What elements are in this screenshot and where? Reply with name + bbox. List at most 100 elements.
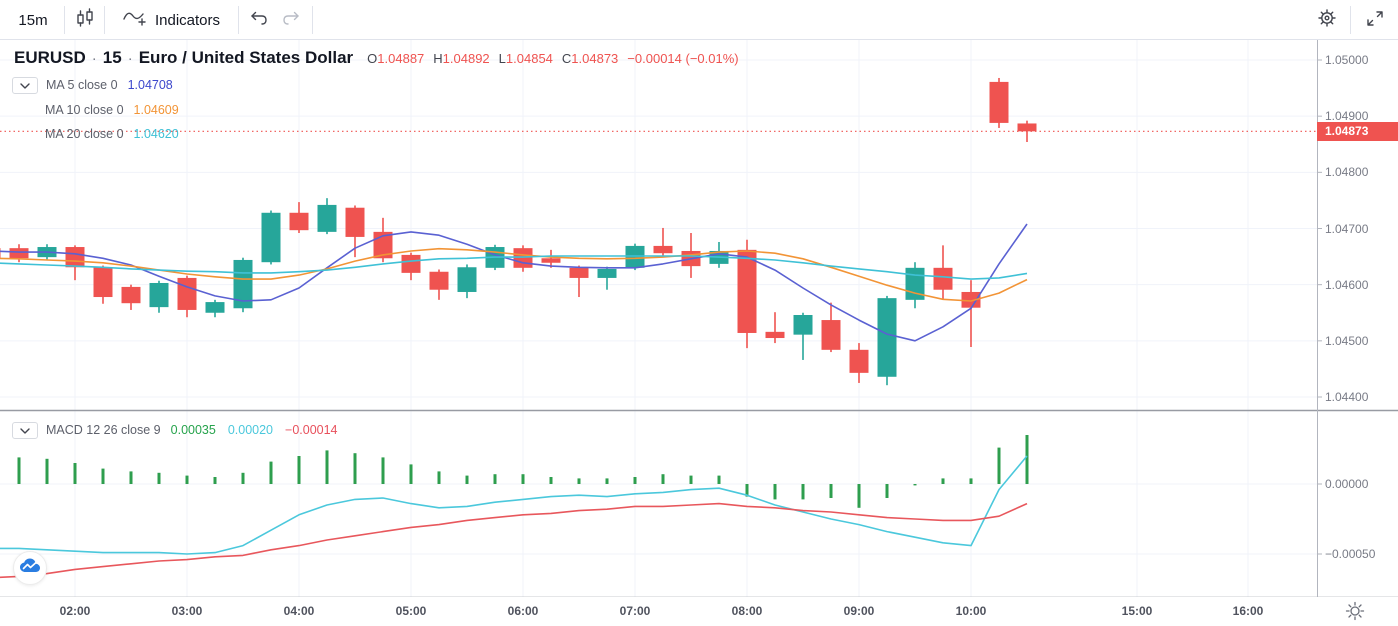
- candle-body[interactable]: [205, 302, 225, 313]
- macd-signal-value: −0.00014: [285, 423, 338, 437]
- candle-body[interactable]: [65, 247, 85, 268]
- macd-histogram-bar: [157, 472, 161, 484]
- candle-body[interactable]: [93, 267, 113, 298]
- time-axis[interactable]: 02:00 03:00 04:00 05:00 06:00 07:00 08:00 09:00…: [0, 597, 1398, 626]
- candle-body[interactable]: [149, 282, 169, 308]
- ma5-label[interactable]: MA 5 close 0: [46, 78, 118, 92]
- macd-histogram-bar: [577, 478, 581, 484]
- macd-tick-label: 0.00000: [1325, 477, 1369, 491]
- candle-body[interactable]: [989, 81, 1009, 123]
- macd-histogram-bar: [325, 450, 329, 484]
- candle-body[interactable]: [289, 212, 309, 231]
- candle-body[interactable]: [625, 245, 645, 268]
- indicators-button[interactable]: Indicators: [108, 0, 234, 40]
- candle-body[interactable]: [177, 277, 197, 310]
- candle-body[interactable]: [0, 248, 1, 259]
- candle-body[interactable]: [345, 207, 365, 237]
- settings-button[interactable]: [1308, 0, 1346, 40]
- ohlc-readout: O1.04887 H1.04892 L1.04854 C1.04873 −0.00014…: [367, 51, 738, 66]
- candle-body[interactable]: [261, 212, 281, 263]
- macd-label[interactable]: MACD 12 26 close 9: [46, 423, 161, 437]
- tradingview-logo[interactable]: [13, 551, 47, 585]
- macd-histogram-bar: [829, 484, 833, 498]
- candle-body[interactable]: [821, 320, 841, 350]
- macd-histogram-bar: [1025, 435, 1029, 484]
- candle-body[interactable]: [513, 248, 533, 268]
- candlestick-style-icon: [74, 7, 96, 33]
- low-label: L: [498, 51, 506, 66]
- macd-collapse-button[interactable]: [12, 421, 38, 439]
- undo-button[interactable]: [242, 0, 274, 40]
- macd-histogram-bar: [129, 471, 133, 484]
- macd-histogram-bar: [437, 471, 441, 484]
- chart-style-button[interactable]: [68, 0, 102, 40]
- ma-line-1: [0, 223, 1028, 342]
- macd-histogram-bar: [745, 484, 749, 497]
- time-tick-label: 03:00: [171, 604, 203, 618]
- fullscreen-button[interactable]: [1356, 0, 1394, 40]
- time-tick-label: 04:00: [283, 604, 315, 618]
- redo-icon: [281, 7, 303, 33]
- symbol-title-row[interactable]: EURUSD · 15 · Euro / United States Dollar O1.…: [14, 48, 739, 68]
- price-tick-label: 1.04600: [1325, 277, 1369, 292]
- macd-histogram-bar: [549, 477, 553, 484]
- macd-histogram-bar: [969, 478, 973, 484]
- ma-line-3: [0, 255, 1028, 280]
- time-tick-label: 09:00: [843, 604, 875, 618]
- candle-body[interactable]: [793, 314, 813, 335]
- ma-legend-row-2: MA 10 close 0 1.04609: [12, 101, 179, 119]
- macd-histogram-bar: [857, 484, 861, 508]
- time-tick-label: 02:00: [59, 604, 91, 618]
- candle-body[interactable]: [961, 291, 981, 308]
- toolbar-separator: [312, 6, 313, 34]
- ma10-label[interactable]: MA 10 close 0: [45, 103, 124, 117]
- ma-legend-row-3: MA 20 close 0 1.04620: [12, 125, 179, 143]
- candle-body[interactable]: [653, 245, 673, 254]
- candle-body[interactable]: [849, 349, 869, 373]
- macd-hist-value: 0.00035: [170, 423, 216, 437]
- time-tick-label: 15:00: [1121, 604, 1153, 618]
- candle-body[interactable]: [317, 204, 337, 232]
- sun-icon: [1343, 601, 1367, 626]
- candle-body[interactable]: [401, 254, 421, 273]
- candle-body[interactable]: [429, 271, 449, 290]
- price-tick-label: 1.04800: [1325, 165, 1369, 180]
- chevron-down-icon: [20, 423, 30, 437]
- symbol-interval: 15: [102, 48, 122, 67]
- toolbar-separator: [1350, 6, 1351, 34]
- price-axis[interactable]: 1.05000 1.04900 1.04800 1.04700 1.04600 1.045…: [1317, 40, 1398, 597]
- title-separator: ·: [91, 50, 97, 67]
- last-price-badge: 1.04873: [1317, 121, 1398, 141]
- candle-body[interactable]: [737, 249, 757, 333]
- macd-histogram-bar: [297, 456, 301, 484]
- candle-body[interactable]: [541, 258, 561, 263]
- candle-body[interactable]: [597, 268, 617, 278]
- candle-body[interactable]: [569, 267, 589, 278]
- price-tick-label: 1.04900: [1325, 109, 1369, 124]
- ma20-label[interactable]: MA 20 close 0: [45, 127, 124, 141]
- candle-body[interactable]: [1017, 123, 1037, 132]
- candle-body[interactable]: [933, 267, 953, 290]
- undo-icon: [247, 7, 269, 33]
- candle-body[interactable]: [121, 286, 141, 304]
- legend-collapse-button[interactable]: [12, 76, 38, 94]
- interval-button[interactable]: 15m: [18, 11, 48, 29]
- brightness-button[interactable]: [1343, 599, 1367, 626]
- candle-body[interactable]: [765, 331, 785, 339]
- macd-histogram-bar: [717, 475, 721, 484]
- redo-button[interactable]: [276, 0, 308, 40]
- time-tick-label: 10:00: [955, 604, 987, 618]
- time-tick-label: 07:00: [619, 604, 651, 618]
- top-toolbar: 15m Indicators: [0, 0, 1398, 40]
- time-tick-label: 08:00: [731, 604, 763, 618]
- macd-histogram-bar: [997, 447, 1001, 484]
- candle-body[interactable]: [877, 298, 897, 377]
- candle-body[interactable]: [457, 267, 477, 292]
- title-separator: ·: [127, 50, 133, 67]
- macd-line-value: 0.00020: [227, 423, 274, 437]
- candle-body[interactable]: [9, 248, 29, 259]
- macd-histogram-bar: [493, 474, 497, 484]
- price-tick-label: 1.04700: [1325, 221, 1369, 236]
- low-value: 1.04854: [505, 51, 553, 66]
